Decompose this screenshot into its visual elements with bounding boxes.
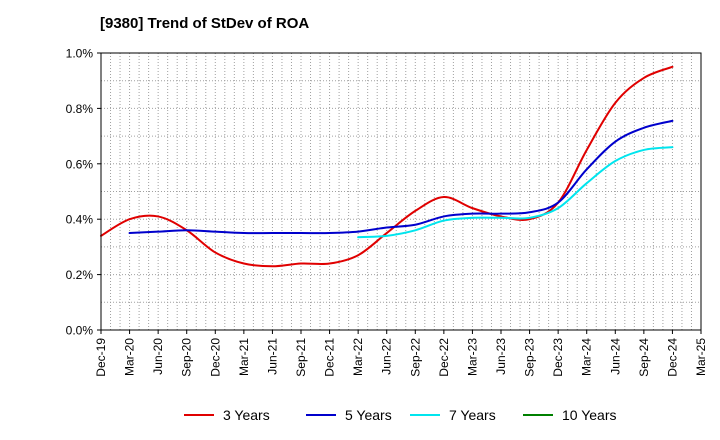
- series-lines: [100, 65, 674, 268]
- legend: 3 Years 5 Years 7 Years 10 Years: [0, 404, 720, 426]
- legend-item: 3 Years: [184, 404, 270, 426]
- grid: [101, 53, 701, 330]
- legend-swatch: [306, 414, 336, 416]
- x-tick-label: Dec-19: [94, 338, 108, 377]
- y-tick-label: 0.4%: [66, 213, 94, 227]
- x-tick-label: Mar-20: [123, 338, 137, 376]
- x-tick-label: Dec-20: [208, 338, 222, 377]
- x-tick-label: Sep-20: [180, 338, 194, 377]
- x-tick-label: Dec-24: [665, 338, 679, 377]
- legend-item: 10 Years: [523, 404, 617, 426]
- y-tick-label: 1.0%: [66, 47, 94, 61]
- legend-label: 3 Years: [223, 407, 270, 423]
- x-tick-label: Mar-22: [351, 338, 365, 376]
- legend-item: 5 Years: [306, 404, 392, 426]
- y-tick-label: 0.2%: [66, 268, 94, 282]
- x-tick-label: Sep-22: [408, 338, 422, 377]
- y-axis-ticks: 0.0% 0.2% 0.4% 0.6% 0.8% 1.0%: [66, 47, 101, 338]
- legend-label: 5 Years: [345, 407, 392, 423]
- legend-label: 7 Years: [449, 407, 496, 423]
- x-tick-label: Sep-24: [637, 338, 651, 377]
- legend-swatch: [184, 414, 214, 416]
- y-tick-label: 0.8%: [66, 102, 94, 116]
- legend-label: 10 Years: [562, 407, 617, 423]
- y-tick-label: 0.0%: [66, 324, 94, 338]
- series-line-3-years: [100, 65, 674, 268]
- legend-swatch: [523, 414, 553, 416]
- x-tick-label: Dec-21: [323, 338, 337, 377]
- x-tick-label: Sep-23: [523, 338, 537, 377]
- plot-frame: [100, 52, 702, 331]
- x-tick-label: Jun-21: [265, 338, 279, 375]
- x-tick-label: Dec-22: [437, 338, 451, 377]
- x-tick-label: Dec-23: [551, 338, 565, 377]
- series-line-7-years: [357, 146, 674, 239]
- y-tick-label: 0.6%: [66, 157, 94, 171]
- x-tick-label: Jun-24: [608, 338, 622, 375]
- chart-title: [9380] Trend of StDev of ROA: [100, 15, 310, 32]
- x-tick-label: Jun-23: [494, 338, 508, 375]
- x-tick-label: Jun-22: [380, 338, 394, 375]
- x-tick-label: Mar-21: [237, 338, 251, 376]
- legend-swatch: [410, 414, 440, 416]
- x-tick-label: Jun-20: [151, 338, 165, 375]
- series-line-5-years: [128, 119, 674, 235]
- x-tick-label: Sep-21: [294, 338, 308, 377]
- x-axis-ticks: Dec-19 Mar-20 Jun-20 Sep-20 Dec-20 Mar-21 Jun-…: [94, 330, 708, 377]
- x-tick-label: Mar-23: [465, 338, 479, 376]
- legend-item: 7 Years: [410, 404, 496, 426]
- x-tick-label: Mar-24: [580, 338, 594, 376]
- x-tick-label: Mar-25: [694, 338, 708, 376]
